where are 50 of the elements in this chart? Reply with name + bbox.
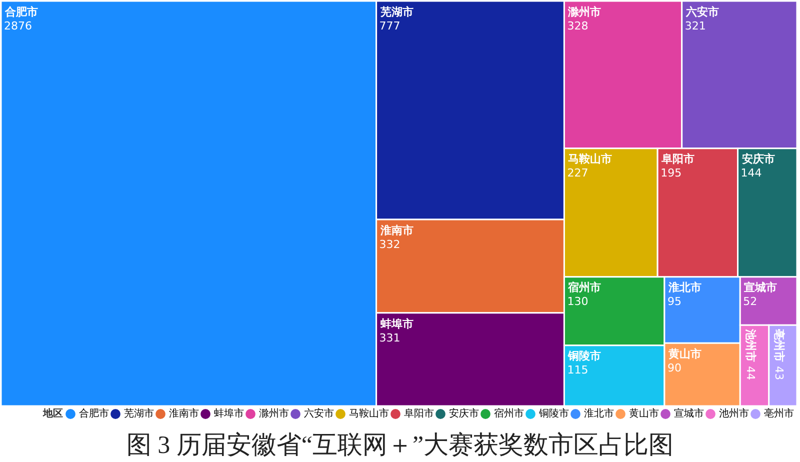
legend-title: 地区 bbox=[42, 408, 63, 420]
text: 淮北市 bbox=[668, 281, 702, 294]
legend-label: 宣城市 bbox=[674, 408, 704, 420]
data-label: 332 bbox=[379, 238, 400, 251]
legend-label: 黄山市 bbox=[629, 408, 659, 420]
data-label: 52 bbox=[743, 295, 758, 308]
legend-label: 马鞍山市 bbox=[349, 408, 389, 420]
data-label: 95 bbox=[667, 295, 682, 308]
text: 宿州市 bbox=[568, 281, 602, 294]
legend-label: 六安市 bbox=[304, 408, 334, 420]
data-label: 144 bbox=[740, 166, 762, 180]
legend-label: 淮南市 bbox=[169, 408, 199, 420]
text: 图 3 历届安徽省“互联网＋”大赛获奖数市区占比图 bbox=[125, 430, 675, 461]
text: 马鞍山市 bbox=[568, 152, 612, 166]
data-label: 43 bbox=[772, 366, 786, 380]
text: 黄山市 bbox=[668, 348, 702, 361]
legend-label: 安庆市 bbox=[449, 408, 479, 420]
data-label: 227 bbox=[567, 166, 588, 180]
data-label: 44 bbox=[744, 366, 757, 380]
legend-label: 铜陵市 bbox=[538, 408, 569, 420]
text: 合肥市 bbox=[5, 5, 38, 18]
text: 淮南市 bbox=[380, 224, 414, 237]
data-label: 115 bbox=[567, 364, 588, 377]
data-label: 331 bbox=[379, 331, 400, 344]
data-label: 90 bbox=[667, 362, 682, 375]
data-label: 777 bbox=[379, 19, 400, 32]
text: 六安市 bbox=[686, 5, 719, 18]
text: 蚌埠市 bbox=[380, 317, 414, 330]
text: 滁州市 bbox=[568, 5, 602, 18]
text: 阜阳市 bbox=[662, 152, 695, 166]
text: 池州市 bbox=[744, 329, 757, 362]
text: 亳州市 bbox=[772, 329, 786, 362]
data-label: 328 bbox=[567, 19, 588, 32]
legend-label: 滁州市 bbox=[259, 408, 289, 420]
legend-label: 淮北市 bbox=[584, 408, 614, 420]
data-label: 2876 bbox=[4, 19, 32, 32]
legend-label: 合肥市 bbox=[79, 408, 109, 420]
text: 芜湖市 bbox=[380, 5, 414, 18]
data-label: 130 bbox=[567, 295, 588, 308]
legend-label: 阜阳市 bbox=[404, 408, 434, 420]
legend-label: 芜湖市 bbox=[124, 408, 154, 420]
legend-label: 亳州市 bbox=[764, 408, 794, 420]
legend-label: 蚌埠市 bbox=[214, 408, 244, 420]
data-label: 321 bbox=[684, 19, 706, 32]
text: 安庆市 bbox=[742, 152, 775, 166]
legend-label: 宿州市 bbox=[494, 408, 524, 420]
text: 宣城市 bbox=[744, 281, 778, 294]
text: 铜陵市 bbox=[568, 350, 602, 363]
legend-label: 池州市 bbox=[719, 408, 749, 420]
data-label: 195 bbox=[660, 166, 682, 180]
